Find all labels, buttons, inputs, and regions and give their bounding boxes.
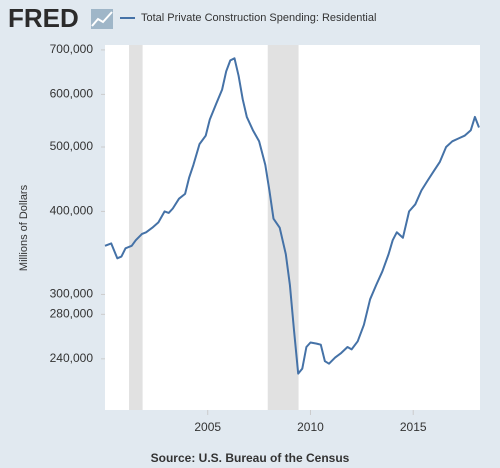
y-tick-label: 500,000 bbox=[50, 139, 94, 153]
y-tick-label: 600,000 bbox=[50, 87, 94, 101]
x-tick-label: 2015 bbox=[400, 420, 427, 434]
y-tick-label: 240,000 bbox=[50, 351, 94, 365]
x-tick-label: 2005 bbox=[194, 420, 221, 434]
logo-icon bbox=[91, 9, 113, 29]
y-tick-label: 700,000 bbox=[50, 42, 94, 56]
source: Source: U.S. Bureau of the Census bbox=[151, 451, 350, 465]
y-axis-label: Millions of Dollars bbox=[18, 184, 30, 271]
recession-band bbox=[267, 45, 299, 410]
y-tick-label: 280,000 bbox=[50, 307, 94, 321]
legend-label: Total Private Construction Spending: Res… bbox=[141, 12, 376, 24]
series-line bbox=[104, 57, 480, 375]
logo: FRED bbox=[8, 3, 79, 33]
y-tick-label: 300,000 bbox=[50, 287, 94, 301]
y-tick-label: 400,000 bbox=[50, 204, 94, 218]
recession-band bbox=[129, 45, 143, 410]
x-tick-label: 2010 bbox=[297, 420, 324, 434]
